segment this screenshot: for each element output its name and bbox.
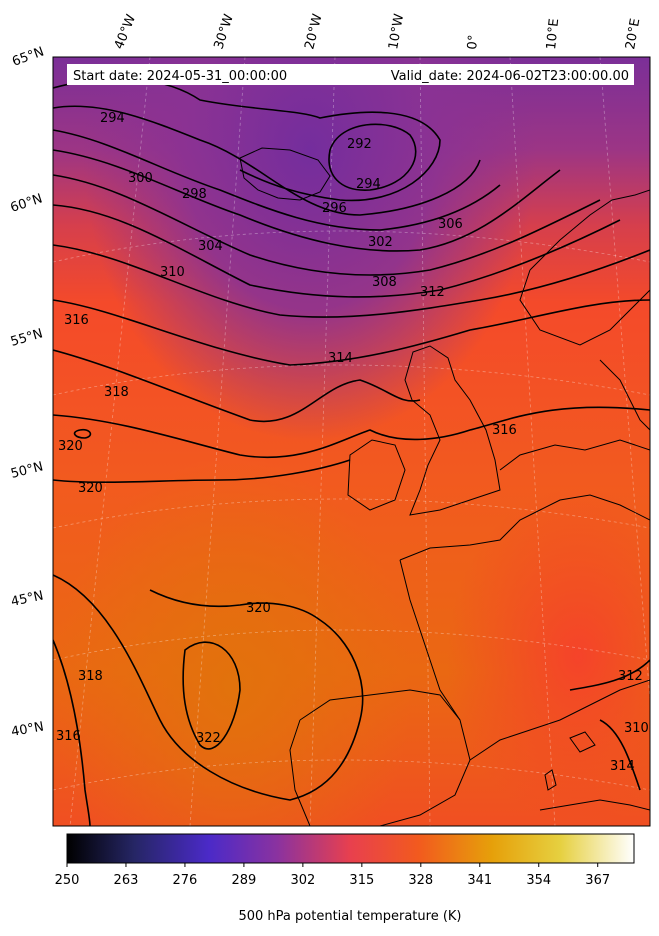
contour-label: 306 <box>438 217 463 232</box>
colorbar-tick-label: 250 <box>55 873 80 888</box>
lon-label: 40°W <box>112 12 139 51</box>
contour-label: 294 <box>356 177 381 192</box>
lat-label: 45°N <box>10 588 45 609</box>
contour-label: 304 <box>198 239 223 254</box>
colorbar-tick-label: 341 <box>467 873 492 888</box>
lat-label: 50°N <box>9 459 44 481</box>
contour-label: 316 <box>492 423 517 438</box>
contour-label: 322 <box>196 731 221 746</box>
contour-label: 312 <box>420 285 445 300</box>
contour-label: 316 <box>56 729 81 744</box>
contour-label: 320 <box>246 601 271 616</box>
lon-label: 30°W <box>212 12 237 51</box>
colorbar-tick-label: 354 <box>526 873 551 888</box>
contour-label: 320 <box>58 439 83 454</box>
contour-label: 310 <box>160 265 185 280</box>
lat-label: 40°N <box>10 719 45 739</box>
colorbar-gradient <box>66 833 635 864</box>
colorbar-ticks: 250 263 276 289 302 315 328 341 354 367 <box>55 863 610 888</box>
contour-label: 292 <box>347 137 372 152</box>
colorbar: 250 263 276 289 302 315 328 341 354 367 500 hPa p… <box>55 833 635 924</box>
lat-label: 65°N <box>10 44 46 69</box>
lon-label: 20°E <box>623 17 643 50</box>
map-area[interactable]: 292 294 294 296 298 300 302 304 306 308 … <box>53 57 650 826</box>
contour-label: 314 <box>610 759 635 774</box>
contours <box>53 77 650 826</box>
start-date-label: Start date: 2024-05-31_00:00:00 <box>73 69 287 84</box>
contour-label: 318 <box>104 385 129 400</box>
lat-label: 60°N <box>9 191 45 215</box>
lon-label: 10°W <box>386 13 407 51</box>
lat-label: 55°N <box>9 326 45 349</box>
longitude-labels: 40°W 30°W 20°W 10°W 0° 10°E 20°E <box>112 12 644 51</box>
map-frame <box>52 56 651 827</box>
contour-label: 294 <box>100 111 125 126</box>
colorbar-title: 500 hPa potential temperature (K) <box>238 909 461 924</box>
header-box <box>67 64 634 85</box>
contour-label: 302 <box>368 235 393 250</box>
contour-labels: 292 294 294 296 298 300 302 304 306 308 … <box>56 111 649 774</box>
contour-label: 312 <box>618 669 643 684</box>
colorbar-tick-label: 276 <box>173 873 198 888</box>
lon-label: 20°W <box>302 12 325 51</box>
colorbar-tick-label: 315 <box>349 873 374 888</box>
colorbar-tick-label: 328 <box>408 873 433 888</box>
warm-anomaly-east <box>53 57 650 826</box>
coastlines <box>239 147 650 826</box>
contour-label: 310 <box>624 721 649 736</box>
lon-label: 10°E <box>544 18 562 51</box>
contour-label: 320 <box>78 481 103 496</box>
latitude-labels: 65°N 60°N 55°N 50°N 45°N 40°N <box>9 44 47 739</box>
contour-label: 314 <box>328 351 353 366</box>
contour-label: 296 <box>322 201 347 216</box>
colorbar-tick-label: 302 <box>290 873 315 888</box>
contour-label: 308 <box>372 275 397 290</box>
lon-label: 0° <box>465 34 481 50</box>
contour-label: 318 <box>78 669 103 684</box>
contour-label: 316 <box>64 313 89 328</box>
valid-date-label: Valid_date: 2024-06-02T23:00:00.00 <box>391 69 629 84</box>
colorbar-tick-label: 289 <box>231 873 256 888</box>
colorbar-tick-label: 263 <box>114 873 139 888</box>
colorbar-tick-label: 367 <box>585 873 610 888</box>
contour-label: 298 <box>182 187 207 202</box>
contour-label: 300 <box>128 171 153 186</box>
